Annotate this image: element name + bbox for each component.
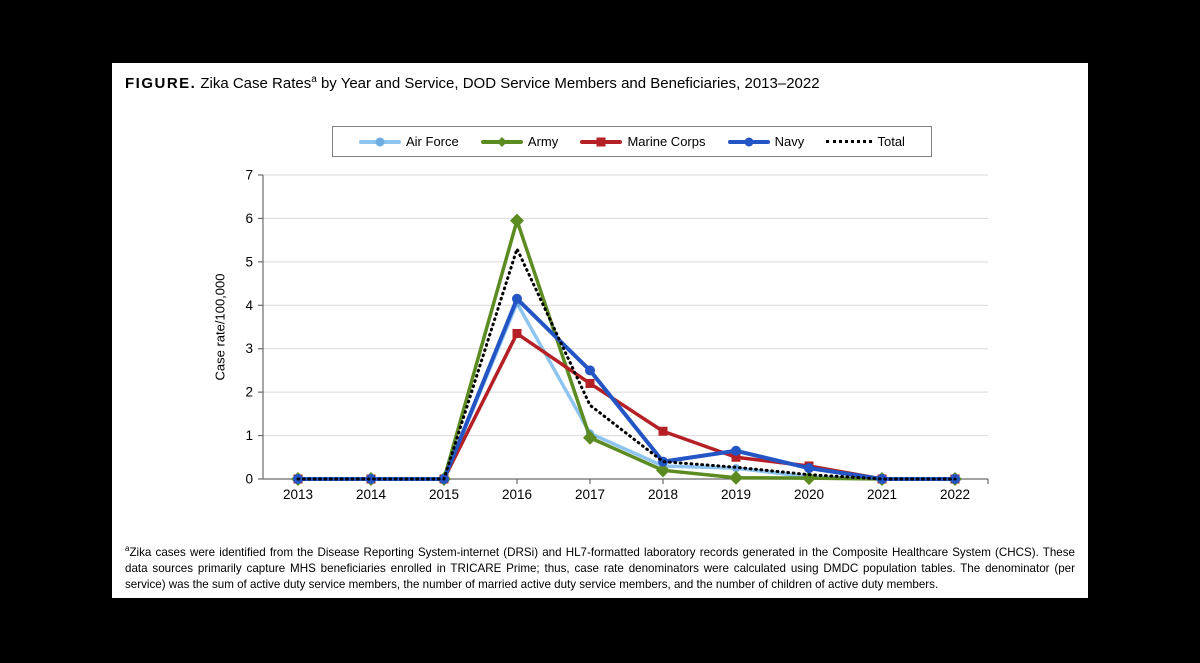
marker-marine-corps-2017 [585, 378, 595, 388]
marker-marine-corps-2019 [731, 452, 741, 462]
legend-label-total: Total [877, 134, 905, 149]
figure-label: FIGURE. [125, 75, 197, 92]
x-tick-label-2020: 2020 [794, 487, 824, 502]
x-tick-label-2015: 2015 [429, 487, 459, 502]
y-tick-label-4: 4 [245, 298, 253, 313]
y-tick-label-6: 6 [245, 211, 253, 226]
marker-navy-2014 [366, 474, 376, 484]
marker-marine-corps-2018 [658, 426, 668, 436]
legend-label-army: Army [527, 134, 559, 149]
legend-sample-air-force [359, 137, 401, 146]
x-tick-label-2013: 2013 [283, 487, 313, 502]
legend-marker-marine-corps [596, 137, 606, 146]
figure-container: FIGURE. Zika Case Ratesa by Year and Serv… [112, 63, 1088, 598]
figure-footnote: aZika cases were identified from the Dis… [125, 543, 1075, 593]
figure-title-superscript: a [311, 74, 317, 85]
marker-navy-2017 [585, 365, 595, 376]
series-line-navy [296, 296, 957, 481]
series-line-marine-corps [296, 331, 957, 481]
footnote-text: Zika cases were identified from the Dise… [125, 545, 1075, 591]
x-tick-label-2022: 2022 [940, 487, 970, 502]
legend-sample-army [480, 136, 523, 147]
marker-marine-corps-2016 [512, 329, 522, 339]
y-tick-label-7: 7 [245, 168, 253, 183]
figure-title-main: Zika Case Rates [200, 75, 312, 92]
y-tick-label-1: 1 [245, 428, 253, 443]
series-line-army [296, 218, 957, 481]
marker-army-2016 [510, 213, 524, 228]
x-tick-label-2019: 2019 [721, 487, 751, 502]
legend-sample-navy [727, 137, 770, 146]
marker-navy-2016 [512, 293, 522, 304]
footnote-superscript: a [125, 544, 130, 553]
legend-item-army: Army [480, 134, 559, 149]
x-tick-label-2014: 2014 [356, 487, 387, 502]
legend-marker-navy [744, 137, 754, 146]
marker-navy-2019 [731, 445, 741, 456]
marker-navy-2021 [877, 474, 887, 484]
x-tick-label-2021: 2021 [867, 487, 897, 502]
marker-navy-2020 [804, 463, 814, 474]
legend-item-air-force: Air Force [359, 134, 459, 149]
chart-plot: 0 1 2 3 4 5 6 7 2013 2014 2015 2016 2017 2018 2019 2020… [245, 168, 989, 502]
legend-label-marine-corps: Marine Corps [627, 134, 706, 149]
x-tick-label-2018: 2018 [648, 487, 678, 502]
x-tick-label-2017: 2017 [575, 487, 605, 502]
y-tick-label-2: 2 [245, 385, 253, 400]
series-line-total [296, 247, 957, 481]
legend-marker-air-force [375, 137, 385, 146]
legend-item-navy: Navy [727, 134, 805, 149]
marker-army-2018 [656, 463, 670, 478]
y-tick-label-0: 0 [245, 472, 253, 487]
legend-sample-marine-corps [580, 137, 623, 146]
y-tick-label-3: 3 [245, 341, 253, 356]
chart-legend: Air Force Army Marine Corps Navy Total [332, 126, 932, 157]
legend-item-total: Total [826, 134, 905, 149]
x-tick-label-2016: 2016 [502, 487, 532, 502]
figure-title-rest: by Year and Service, DOD Service Members… [316, 75, 820, 92]
legend-label-air-force: Air Force [406, 134, 459, 149]
legend-sample-total [826, 140, 873, 143]
marker-army-2019 [729, 470, 743, 485]
figure-title: FIGURE. Zika Case Ratesa by Year and Serv… [125, 74, 1075, 92]
marker-army-2017 [583, 430, 597, 445]
y-tick-label-5: 5 [245, 254, 253, 269]
legend-item-marine-corps: Marine Corps [580, 134, 705, 149]
legend-label-navy: Navy [774, 134, 805, 149]
